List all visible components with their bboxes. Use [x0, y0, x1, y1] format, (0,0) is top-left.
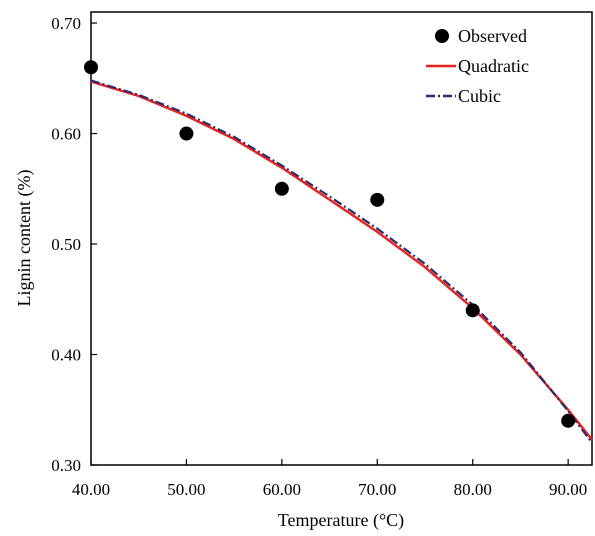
y-tick-label: 0.70	[51, 14, 81, 33]
observed-point	[84, 60, 98, 75]
y-tick-label: 0.50	[51, 235, 81, 254]
observed-point	[274, 181, 289, 196]
observed-point	[561, 413, 576, 428]
x-tick-label: 60.00	[263, 480, 301, 499]
x-axis: 40.00 50.00 60.00 70.00 80.00 90.00	[72, 459, 587, 499]
observed-point	[465, 303, 480, 318]
fit-lines	[90, 79, 593, 444]
x-axis-label: Temperature (°C)	[278, 510, 404, 531]
series-quadratic-line	[90, 80, 593, 441]
x-tick-label: 70.00	[358, 480, 396, 499]
x-tick-label: 50.00	[167, 480, 205, 499]
y-axis-label: Lignin content (%)	[14, 170, 35, 307]
legend-label-cubic: Cubic	[458, 86, 501, 106]
observed-point	[179, 126, 194, 141]
y-tick-label: 0.40	[51, 346, 81, 365]
y-tick-label: 0.30	[51, 456, 81, 475]
observed-point	[370, 192, 385, 207]
plot-frame	[90, 11, 593, 466]
series-cubic-line	[90, 79, 593, 444]
y-axis: 0.30 0.40 0.50 0.60 0.70	[51, 14, 97, 475]
x-tick-label: 40.00	[72, 480, 110, 499]
legend: Observed Quadratic Cubic	[426, 26, 529, 106]
x-tick-label: 80.00	[454, 480, 492, 499]
y-tick-label: 0.60	[51, 125, 81, 144]
x-tick-label: 90.00	[549, 480, 587, 499]
legend-marker-observed	[435, 29, 449, 43]
legend-label-quadratic: Quadratic	[458, 56, 529, 76]
observed-points	[84, 60, 576, 428]
legend-label-observed: Observed	[458, 26, 527, 46]
